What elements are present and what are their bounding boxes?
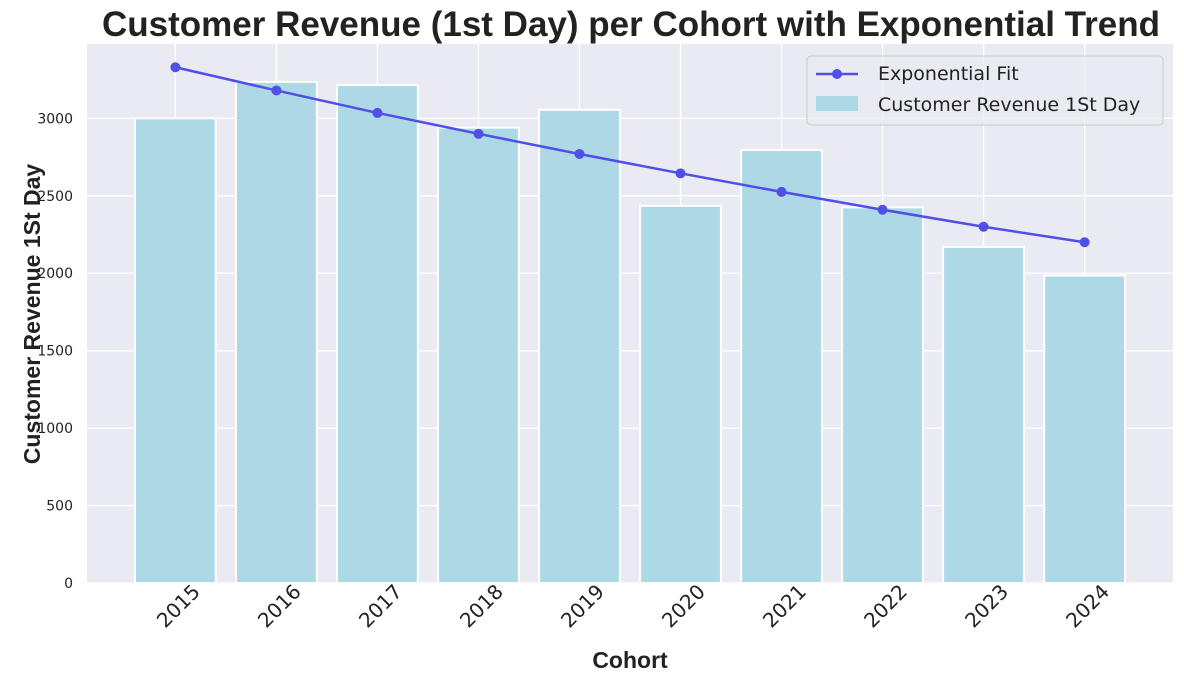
x-tick-label-2021: 2021 bbox=[758, 579, 811, 632]
legend-label-exponential-fit: Exponential Fit bbox=[878, 63, 1019, 85]
x-tick-label-2017: 2017 bbox=[354, 579, 407, 632]
x-tick-label-2022: 2022 bbox=[859, 579, 912, 632]
y-ticks: 0 500 1000 1500 2000 2500 3000 bbox=[37, 111, 73, 592]
fit-point-2023 bbox=[978, 221, 989, 232]
bar-2017 bbox=[336, 84, 419, 585]
y-tick-label: 1500 bbox=[37, 344, 73, 360]
bar-2016 bbox=[235, 80, 318, 584]
x-tick-label-2015: 2015 bbox=[152, 579, 205, 632]
fit-point-2017 bbox=[372, 107, 383, 118]
bar-2021 bbox=[740, 149, 823, 585]
fit-line-group bbox=[170, 62, 1090, 248]
legend-box bbox=[806, 55, 1164, 126]
y-tick-label: 1000 bbox=[37, 421, 73, 437]
x-tick-label-2019: 2019 bbox=[556, 579, 609, 632]
y-tick-label: 500 bbox=[46, 499, 73, 515]
legend-marker-swatch bbox=[832, 69, 842, 79]
bar-2018 bbox=[437, 126, 520, 584]
fit-point-2020 bbox=[675, 168, 686, 179]
y-axis-label: Customer Revenue 1St Day bbox=[19, 164, 45, 465]
exponential-fit-line bbox=[175, 66, 1085, 244]
fit-point-2015 bbox=[170, 62, 181, 73]
bar-2023 bbox=[942, 245, 1025, 585]
x-tick-label-2024: 2024 bbox=[1061, 579, 1114, 632]
x-tick-label-2016: 2016 bbox=[253, 579, 306, 632]
legend-bar-swatch bbox=[816, 96, 858, 111]
bars bbox=[133, 80, 1127, 585]
x-ticks: 2015 2016 2017 2018 2019 2020 2021 2022 2023 2024 bbox=[152, 579, 1114, 632]
fit-point-2016 bbox=[271, 85, 282, 96]
legend-label-revenue: Customer Revenue 1St Day bbox=[878, 94, 1140, 116]
y-tick-label: 0 bbox=[64, 576, 73, 592]
x-axis-label: Cohort bbox=[592, 647, 668, 673]
y-tick-label: 3000 bbox=[37, 111, 73, 127]
bar-2020 bbox=[639, 204, 722, 584]
fit-point-2019 bbox=[574, 148, 585, 159]
bar-2022 bbox=[841, 206, 924, 584]
fit-point-2024 bbox=[1079, 237, 1090, 248]
bar-2024 bbox=[1043, 274, 1127, 584]
x-tick-label-2018: 2018 bbox=[455, 579, 508, 632]
bar-2015 bbox=[133, 117, 217, 585]
fit-point-2022 bbox=[877, 204, 888, 215]
x-tick-label-2023: 2023 bbox=[960, 579, 1013, 632]
chart-title: Customer Revenue (1st Day) per Cohort wi… bbox=[102, 5, 1160, 44]
y-tick-label: 2000 bbox=[37, 266, 73, 282]
bar-2019 bbox=[538, 108, 621, 585]
fit-point-2021 bbox=[776, 186, 787, 197]
x-tick-label-2020: 2020 bbox=[657, 579, 710, 632]
legend: Exponential Fit Customer Revenue 1St Day bbox=[806, 55, 1164, 126]
y-tick-label: 2500 bbox=[37, 189, 73, 205]
fit-point-2018 bbox=[473, 128, 484, 139]
